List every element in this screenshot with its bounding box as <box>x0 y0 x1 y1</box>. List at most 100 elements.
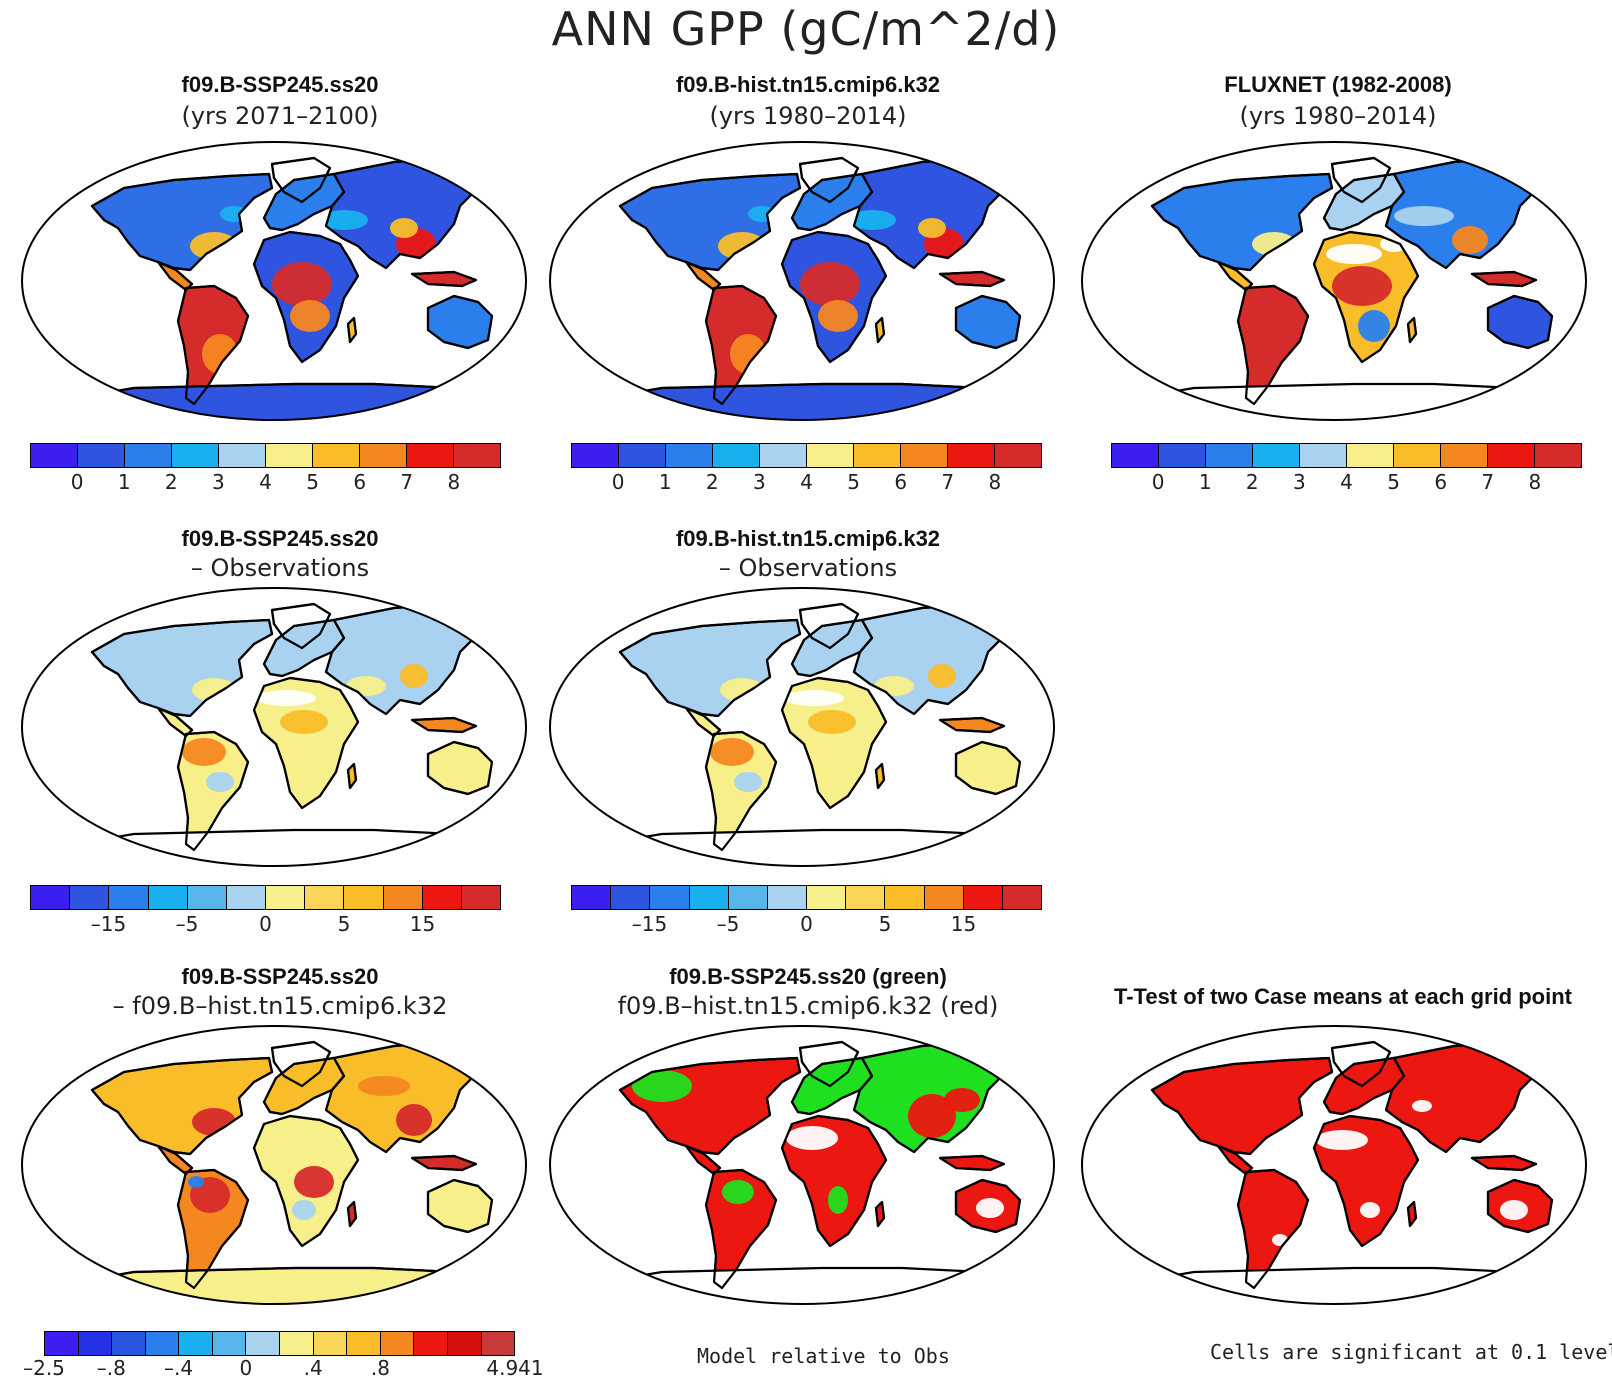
colorbar-cell <box>1253 444 1300 467</box>
colorbar-cell <box>179 1332 213 1355</box>
map-border <box>21 1025 527 1305</box>
colorbar-tick-label: 3 <box>212 470 225 494</box>
colorbar-cell <box>807 886 847 909</box>
panel-6-subtitle: – f09.B–hist.tn15.cmip6.k32 <box>112 992 448 1020</box>
coastline <box>954 1178 1022 1234</box>
field-blob <box>280 710 328 734</box>
coastline <box>1312 1114 1420 1248</box>
colorbar-cell <box>619 444 666 467</box>
coastline <box>1486 294 1554 350</box>
panel-5-title: f09.B-hist.tn15.cmip6.k32 <box>675 526 941 551</box>
colorbar-cell <box>666 444 713 467</box>
continent-antarctica <box>1132 1266 1564 1304</box>
colorbar-tick-label: 2 <box>705 470 719 494</box>
panel-7-subtitle: f09.B–hist.tn15.cmip6.k32 (red) <box>617 992 999 1020</box>
panel-4-subtitle: – Observations <box>190 554 370 582</box>
coastline <box>874 762 886 790</box>
field-blob <box>400 664 428 688</box>
significance-note: Cells are significant at 0.1 level <box>1210 1340 1612 1364</box>
coastline <box>426 740 494 796</box>
colorbar-cell <box>1394 444 1441 467</box>
continent-antarctica <box>600 828 1032 866</box>
map-content <box>600 156 1032 420</box>
colorbar-cell <box>422 886 462 909</box>
field-blobs <box>710 664 956 792</box>
field-blob <box>346 676 386 696</box>
colorbar-cell <box>360 444 407 467</box>
panel-4-title: f09.B-SSP245.ss20 <box>181 526 379 551</box>
field-blob <box>818 300 858 332</box>
colorbar-tick-label: 7 <box>400 470 414 494</box>
continent-antarctica <box>72 1266 504 1304</box>
coastline <box>1470 270 1538 288</box>
colorbar-tick-label: 8 <box>447 470 461 494</box>
field-blob <box>192 1108 236 1136</box>
colorbar-tick-label: 5 <box>306 470 319 494</box>
continent-northAmerica <box>618 172 802 272</box>
colorbar-cell <box>447 1332 482 1355</box>
coastline <box>618 1056 802 1156</box>
continent-antarctica <box>600 382 1032 420</box>
panel-1-title: f09.B-SSP245.ss20 <box>181 72 379 97</box>
field-blob <box>908 1094 956 1138</box>
colorbar-cell <box>1441 444 1488 467</box>
colorbar-cell <box>1112 444 1159 467</box>
coastline <box>798 1040 860 1088</box>
colorbar-cell <box>995 444 1041 467</box>
coastline <box>618 172 802 272</box>
panel-8-title: T-Test of two Case means at each grid po… <box>1113 984 1572 1009</box>
colorbar-cell <box>148 886 188 909</box>
coastline <box>1406 316 1418 344</box>
colorbar-cell <box>313 1332 348 1355</box>
field-blob <box>828 1186 848 1214</box>
figure-title: ANN GPP (gC/m^2/d) <box>551 2 1061 56</box>
colorbar-cell <box>760 444 807 467</box>
field-blob <box>1500 1200 1528 1220</box>
continent-northAmerica <box>1150 1056 1334 1156</box>
field-blob <box>1412 1100 1432 1112</box>
field-blob <box>188 1176 204 1188</box>
colorbar-cell <box>650 886 690 909</box>
colorbar-tick-label: –2.5 <box>23 1356 65 1380</box>
field-blob <box>294 1166 334 1198</box>
colorbar-cell <box>414 1332 448 1355</box>
continent-northAmerica <box>90 618 274 718</box>
colorbar-tick-label: –.4 <box>164 1356 194 1380</box>
colorbar-cell <box>280 1332 314 1355</box>
colorbar-panel-2 <box>571 443 1042 468</box>
field-blob <box>202 334 238 374</box>
map-content <box>72 1040 504 1304</box>
colorbar-tick-label: –5 <box>175 912 199 936</box>
map-content <box>600 602 1032 866</box>
colorbar-cell <box>31 886 71 909</box>
coastline <box>1236 1168 1310 1290</box>
coastline <box>1486 1178 1554 1234</box>
colorbar-cell <box>461 886 501 909</box>
colorbar-tick-label: 0 <box>239 1356 253 1380</box>
panel-1-subtitle: (yrs 2071–2100) <box>181 102 379 130</box>
colorbar-panel-1 <box>30 443 501 468</box>
colorbar-cell <box>1488 444 1535 467</box>
field-blob <box>874 676 914 696</box>
coastline <box>954 294 1022 350</box>
map-panel-4 <box>21 587 527 867</box>
continent-antarctica <box>72 828 504 866</box>
map-content <box>600 1040 1032 1304</box>
field-blob <box>710 738 754 766</box>
colorbar-cell <box>266 444 313 467</box>
colorbar-cell <box>344 886 384 909</box>
coastline <box>874 316 886 344</box>
field-blob <box>632 1070 692 1102</box>
colorbar-tick-label: .4 <box>303 1356 323 1380</box>
panel-2-title: f09.B-hist.tn15.cmip6.k32 <box>675 72 941 97</box>
colorbar-cell <box>454 444 500 467</box>
field-blob <box>734 772 762 792</box>
field-blob <box>1360 1202 1380 1218</box>
map-content <box>72 156 504 420</box>
field-blob <box>1252 232 1296 256</box>
coastline <box>938 1154 1006 1172</box>
colorbar-cell <box>948 444 995 467</box>
colorbar-cell <box>145 1332 180 1355</box>
field-blob <box>1332 266 1392 306</box>
coastline <box>704 730 778 852</box>
